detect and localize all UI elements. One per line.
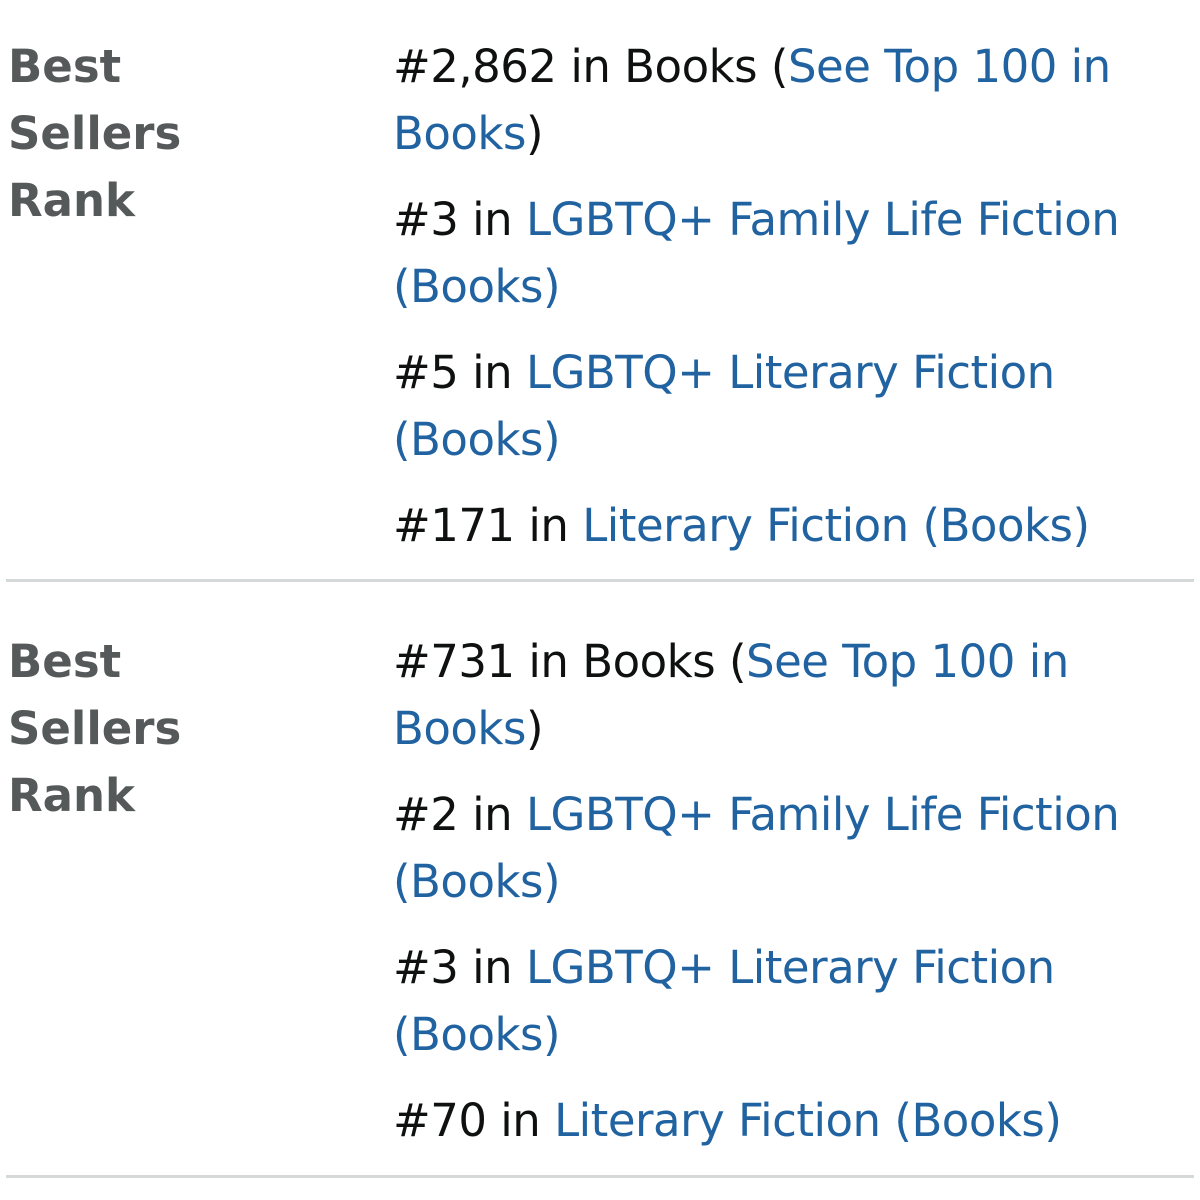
rank-prefix: #171 in (393, 499, 583, 552)
section-divider (6, 579, 1194, 582)
see-top-100-link[interactable]: See Top 100 in Books (393, 635, 1069, 755)
category-link[interactable]: LGBTQ+ Family Life Fiction (Books) (393, 788, 1120, 908)
label-line: Best (8, 635, 122, 688)
category-link[interactable]: LGBTQ+ Literary Fiction (Books) (393, 346, 1055, 466)
rank-item: #2,862 in Books (See Top 100 in Books) (393, 33, 1183, 167)
rank-item: #2 in LGBTQ+ Family Life Fiction (Books) (393, 781, 1183, 915)
rank-item: #171 in Literary Fiction (Books) (393, 492, 1183, 559)
label-line: Sellers (8, 107, 182, 160)
rank-list: #731 in Books (See Top 100 in Books) #2 … (393, 628, 1183, 1173)
rank-prefix: #3 in (393, 193, 526, 246)
category-link[interactable]: Literary Fiction (Books) (554, 1094, 1062, 1147)
section-divider (6, 1175, 1194, 1178)
category-link[interactable]: LGBTQ+ Literary Fiction (Books) (393, 941, 1055, 1061)
rank-prefix: #731 in Books ( (393, 635, 747, 688)
rank-item: #731 in Books (See Top 100 in Books) (393, 628, 1183, 762)
rank-item: #70 in Literary Fiction (Books) (393, 1087, 1183, 1154)
rank-suffix: ) (525, 702, 544, 755)
rank-list: #2,862 in Books (See Top 100 in Books) #… (393, 33, 1183, 578)
see-top-100-link[interactable]: See Top 100 in Books (393, 40, 1111, 160)
category-link[interactable]: Literary Fiction (Books) (582, 499, 1090, 552)
rank-prefix: #2,862 in Books ( (393, 40, 788, 93)
rank-item: #5 in LGBTQ+ Literary Fiction (Books) (393, 339, 1183, 473)
label-line: Best (8, 40, 122, 93)
best-sellers-rank-label: Best Sellers Rank (8, 628, 308, 829)
rank-suffix: ) (525, 107, 544, 160)
rank-prefix: #5 in (393, 346, 526, 399)
category-link[interactable]: LGBTQ+ Family Life Fiction (Books) (393, 193, 1120, 313)
best-sellers-rank-label: Best Sellers Rank (8, 33, 308, 234)
rank-item: #3 in LGBTQ+ Family Life Fiction (Books) (393, 186, 1183, 320)
rank-prefix: #3 in (393, 941, 526, 994)
label-line: Rank (8, 174, 135, 227)
label-line: Rank (8, 769, 135, 822)
rank-item: #3 in LGBTQ+ Literary Fiction (Books) (393, 934, 1183, 1068)
rank-prefix: #70 in (393, 1094, 555, 1147)
label-line: Sellers (8, 702, 182, 755)
rank-prefix: #2 in (393, 788, 526, 841)
